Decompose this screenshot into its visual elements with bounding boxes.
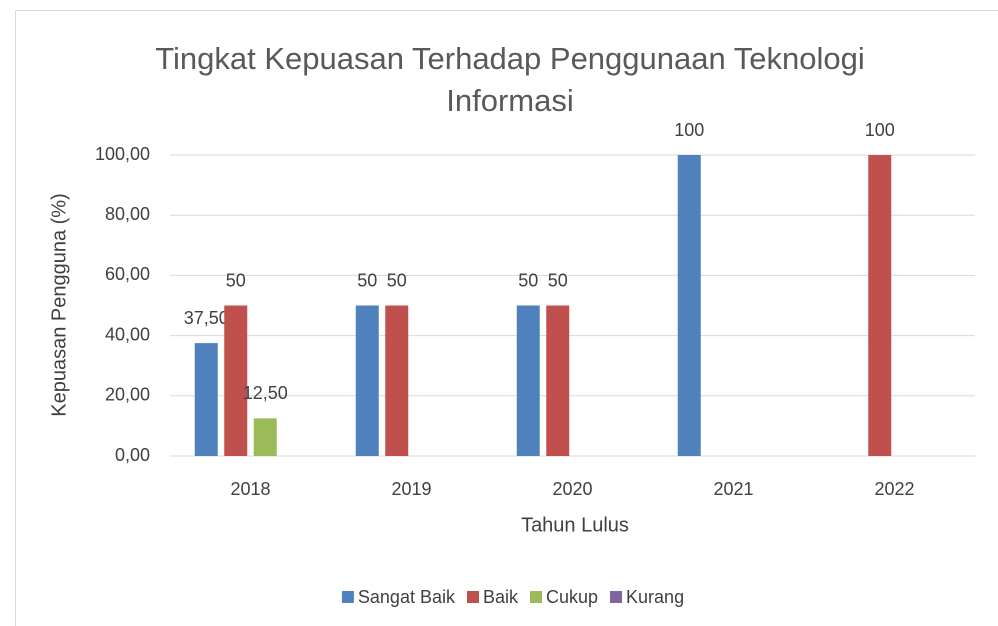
bar xyxy=(385,305,409,456)
data-label: 50 xyxy=(357,270,377,290)
x-tick-label: 2019 xyxy=(391,479,431,499)
y-tick-label: 80,00 xyxy=(105,204,150,224)
legend-label: Cukup xyxy=(546,587,598,607)
data-label: 100 xyxy=(865,120,895,140)
legend-swatch xyxy=(530,591,543,603)
y-tick-label: 20,00 xyxy=(105,385,150,405)
bar xyxy=(253,418,277,456)
y-tick-label: 0,00 xyxy=(115,445,150,465)
legend-swatch xyxy=(610,591,623,603)
bar xyxy=(677,155,701,456)
legend-label: Kurang xyxy=(626,587,684,607)
x-tick-label: 2022 xyxy=(874,479,914,499)
bar xyxy=(546,305,570,456)
bar xyxy=(194,343,218,456)
y-tick-label: 60,00 xyxy=(105,264,150,284)
legend-label: Sangat Baik xyxy=(358,587,456,607)
legend-swatch xyxy=(466,591,479,603)
data-label: 50 xyxy=(387,270,407,290)
chart-border xyxy=(15,10,998,626)
data-label: 50 xyxy=(548,270,568,290)
bar xyxy=(224,305,248,456)
y-axis-label: Kepuasan Pengguna (%) xyxy=(48,193,70,417)
data-label: 50 xyxy=(518,270,538,290)
x-tick-label: 2021 xyxy=(713,479,753,499)
data-label: 50 xyxy=(226,270,246,290)
data-label: 12,50 xyxy=(243,383,288,403)
bar xyxy=(868,155,892,456)
x-axis-label: Tahun Lulus xyxy=(521,514,629,536)
legend-swatch xyxy=(341,591,354,603)
y-tick-label: 100,00 xyxy=(95,144,150,164)
data-label: 100 xyxy=(674,120,704,140)
bar xyxy=(516,305,540,456)
y-tick-label: 40,00 xyxy=(105,324,150,344)
x-tick-label: 2020 xyxy=(552,479,592,499)
x-tick-label: 2018 xyxy=(230,479,270,499)
legend-label: Baik xyxy=(483,587,519,607)
bar xyxy=(355,305,379,456)
data-label: 37,50 xyxy=(184,308,229,328)
chart-title: Tingkat Kepuasan Terhadap Penggunaan Tek… xyxy=(155,41,865,118)
